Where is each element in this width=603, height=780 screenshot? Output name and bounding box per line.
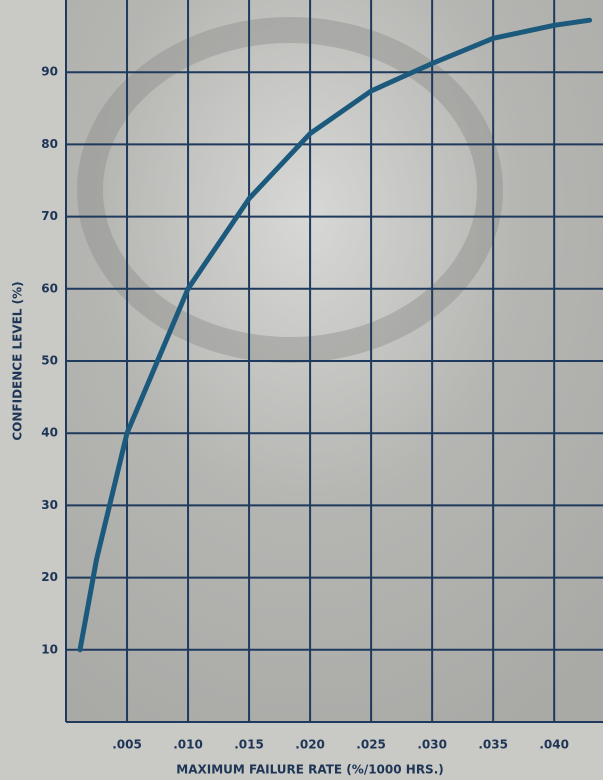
x-tick-label: .035 — [478, 738, 508, 752]
x-tick-label: .015 — [234, 738, 264, 752]
y-tick-label: 80 — [41, 137, 58, 151]
y-tick-label: 20 — [41, 570, 58, 584]
y-tick-label: 10 — [41, 642, 58, 656]
x-tick-label: .005 — [112, 738, 142, 752]
y-tick-label: 60 — [41, 281, 58, 295]
x-tick-label: .040 — [539, 738, 569, 752]
y-tick-label: 70 — [41, 209, 58, 223]
y-axis-title: CONFIDENCE LEVEL (%) — [11, 281, 25, 440]
y-tick-label: 90 — [41, 65, 58, 79]
y-tick-label: 40 — [41, 426, 58, 440]
y-tick-label: 50 — [41, 354, 58, 368]
x-tick-label: .030 — [417, 738, 447, 752]
y-tick-label: 30 — [41, 498, 58, 512]
data-line — [77, 17, 593, 653]
x-axis-title: MAXIMUM FAILURE RATE (%/1000 HRS.) — [176, 763, 444, 777]
background-image — [77, 17, 503, 363]
x-tick-label: .010 — [173, 738, 203, 752]
x-tick-label: .020 — [295, 738, 325, 752]
x-tick-label: .025 — [356, 738, 386, 752]
